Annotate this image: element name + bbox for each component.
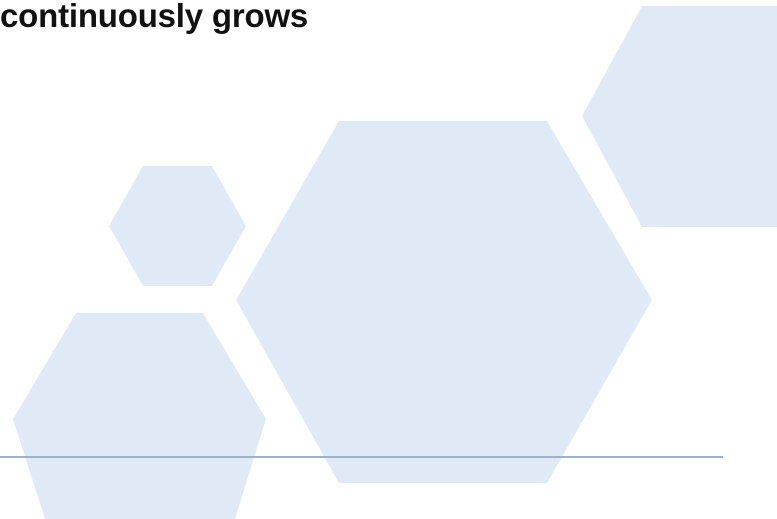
hexagon-large-center [236, 121, 652, 483]
slide-title: continuously grows [0, 0, 309, 34]
hexagon-bottom-left [13, 313, 266, 519]
hexagon-small-left [109, 166, 246, 286]
divider-line [0, 456, 723, 458]
hexagon-top-right [582, 6, 777, 227]
